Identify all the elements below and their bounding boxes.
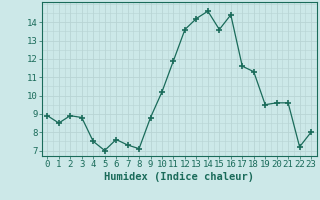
- X-axis label: Humidex (Indice chaleur): Humidex (Indice chaleur): [104, 172, 254, 182]
